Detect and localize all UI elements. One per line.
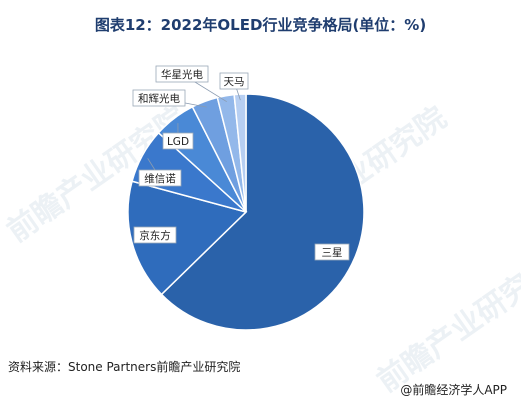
slice-label: 天马 (224, 76, 245, 88)
slice-label: 和辉光电 (138, 92, 180, 105)
slice-label: 维信诺 (144, 172, 176, 185)
slice-label-box (162, 132, 194, 150)
pie-slice-1 (160, 93, 365, 331)
pie-slices (127, 93, 365, 331)
slice-label-box (138, 169, 182, 187)
slice-label-box (132, 89, 186, 107)
slice-label-box (133, 226, 177, 244)
pie-slice-7 (233, 93, 247, 213)
source-note: 资料来源：Stone Partners前瞻产业研究院 (8, 360, 241, 374)
chart-title: 图表12：2022年OLED行业竞争格局(单位：%) (94, 16, 427, 34)
slice-label-box (314, 243, 350, 261)
slice-label-box (219, 72, 249, 90)
slice-label: LGD (167, 136, 189, 148)
slice-label: 三星 (322, 247, 343, 259)
slice-label: 京东方 (139, 229, 171, 242)
pie-slice-2 (127, 180, 248, 296)
slice-label-box (155, 65, 209, 83)
slice-label: 华星光电 (161, 68, 203, 81)
brand-credit: @前瞻经济学人APP (400, 383, 507, 397)
